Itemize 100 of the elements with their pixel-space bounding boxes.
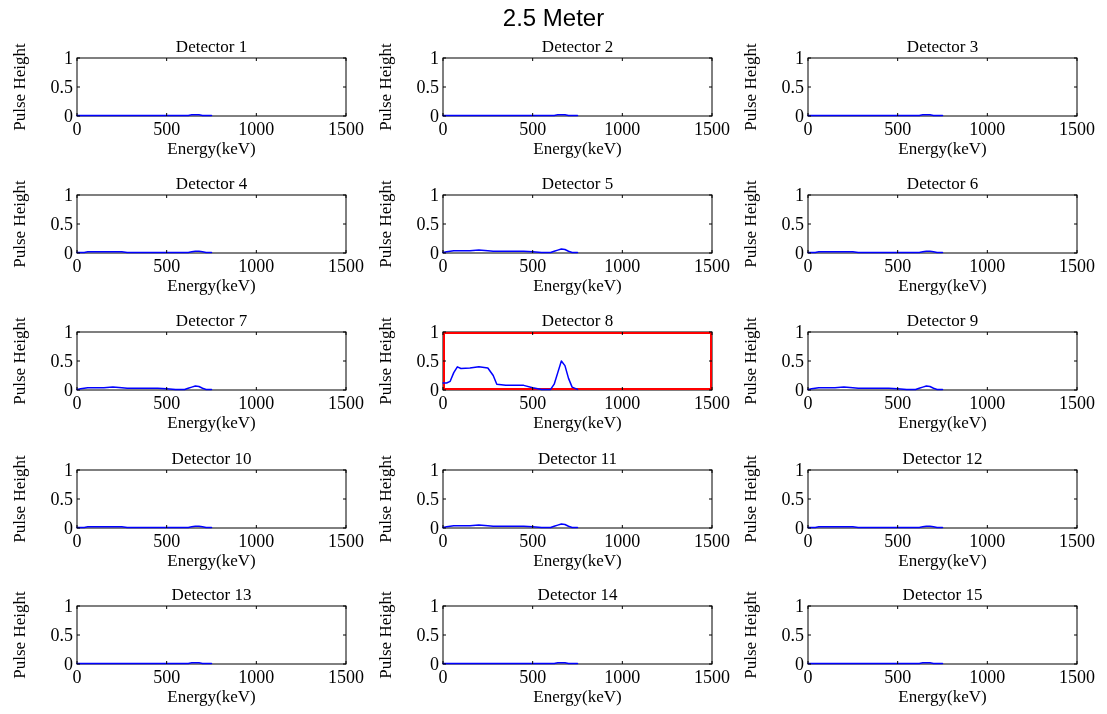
x-axis-title: Energy(keV)	[167, 551, 256, 570]
x-tick-label: 1500	[328, 393, 364, 413]
x-tick-label: 500	[153, 531, 181, 551]
x-axis-title: Energy(keV)	[898, 276, 987, 295]
x-tick-label: 1000	[604, 393, 641, 413]
y-tick-label: 0	[64, 654, 73, 674]
text: 2.5 Meter	[502, 4, 605, 31]
y-axis-title: Pulse Height	[741, 591, 760, 679]
y-tick-label: 1	[64, 460, 73, 480]
y-axis-title: Pulse Height	[376, 180, 395, 268]
y-tick-label: 1	[795, 185, 804, 205]
chart-title: Detector 9	[906, 311, 979, 330]
x-axis-title: Energy(keV)	[533, 687, 622, 706]
x-tick-label: 500	[884, 393, 912, 413]
y-axis-title: Pulse Height	[376, 591, 395, 679]
x-tick-label: 1000	[969, 667, 1006, 687]
y-tick-label: 0.5	[781, 351, 804, 371]
chart-title: Detector 5	[541, 174, 614, 193]
y-axis-title: Pulse Height	[741, 43, 760, 131]
x-tick-label: 1500	[1059, 393, 1095, 413]
y-axis-title: Pulse Height	[10, 591, 29, 679]
x-axis-title: Energy(keV)	[533, 551, 622, 570]
chart-title: Detector 2	[541, 37, 614, 56]
y-tick-label: 0	[795, 380, 804, 400]
x-axis-title: Energy(keV)	[533, 413, 622, 432]
y-tick-label: 1	[430, 48, 439, 68]
x-tick-label: 1500	[694, 256, 730, 276]
y-tick-label: 0	[795, 243, 804, 263]
x-tick-label: 1500	[694, 393, 730, 413]
x-tick-label: 1500	[328, 531, 364, 551]
y-tick-label: 1	[795, 460, 804, 480]
y-tick-label: 0	[64, 380, 73, 400]
x-axis-title: Energy(keV)	[898, 687, 987, 706]
y-tick-label: 1	[430, 185, 439, 205]
y-axis-title: Pulse Height	[741, 455, 760, 543]
x-axis-title: Energy(keV)	[898, 139, 987, 158]
x-tick-label: 1500	[694, 531, 730, 551]
y-tick-label: 0.5	[50, 77, 73, 97]
x-tick-label: 1000	[238, 393, 275, 413]
chart-title: Detector 15	[902, 585, 983, 604]
y-tick-label: 0.5	[781, 214, 804, 234]
y-axis-title: Pulse Height	[376, 317, 395, 405]
y-tick-label: 0	[430, 243, 439, 263]
x-tick-label: 500	[519, 256, 547, 276]
y-tick-label: 1	[64, 185, 73, 205]
y-tick-label: 1	[795, 48, 804, 68]
x-tick-label: 500	[884, 256, 912, 276]
y-tick-label: 0.5	[50, 351, 73, 371]
chart-title: Detector 12	[902, 449, 983, 468]
y-tick-label: 0.5	[781, 489, 804, 509]
y-tick-label: 0.5	[416, 489, 439, 509]
y-axis-title: Pulse Height	[10, 180, 29, 268]
x-tick-label: 1500	[328, 667, 364, 687]
y-tick-label: 0.5	[416, 625, 439, 645]
x-tick-label: 1500	[1059, 119, 1095, 139]
x-tick-label: 500	[153, 119, 181, 139]
x-tick-label: 1000	[604, 119, 641, 139]
x-tick-label: 500	[153, 393, 181, 413]
y-axis-title: Pulse Height	[10, 43, 29, 131]
y-tick-label: 0	[430, 380, 439, 400]
chart-title: Detector 11	[537, 449, 618, 468]
x-axis-title: Energy(keV)	[898, 413, 987, 432]
y-tick-label: 0	[64, 518, 73, 538]
chart-title: Detector 13	[171, 585, 252, 604]
y-axis-title: Pulse Height	[10, 317, 29, 405]
y-tick-label: 0	[430, 518, 439, 538]
x-axis-title: Energy(keV)	[167, 276, 256, 295]
y-tick-label: 1	[430, 460, 439, 480]
x-tick-label: 500	[884, 531, 912, 551]
x-tick-label: 500	[153, 667, 181, 687]
y-tick-label: 1	[795, 322, 804, 342]
y-tick-label: 0	[795, 518, 804, 538]
x-tick-label: 500	[519, 531, 547, 551]
x-tick-label: 1000	[238, 667, 275, 687]
chart-title: Detector 3	[906, 37, 979, 56]
chart-title: Detector 4	[175, 174, 248, 193]
x-tick-label: 1500	[328, 119, 364, 139]
y-tick-label: 1	[795, 596, 804, 616]
y-tick-label: 0	[64, 243, 73, 263]
x-tick-label: 1000	[969, 119, 1006, 139]
y-axis-title: Pulse Height	[376, 455, 395, 543]
x-axis-title: Energy(keV)	[898, 551, 987, 570]
line-series	[442, 360, 579, 391]
chart-title: Detector 14	[537, 585, 618, 604]
y-tick-label: 0.5	[781, 625, 804, 645]
y-tick-label: 0	[430, 654, 439, 674]
y-tick-label: 1	[64, 322, 73, 342]
y-tick-label: 1	[430, 596, 439, 616]
x-tick-label: 1000	[969, 256, 1006, 276]
y-tick-label: 0	[795, 654, 804, 674]
x-axis-title: Energy(keV)	[167, 139, 256, 158]
x-tick-label: 1000	[238, 256, 275, 276]
x-tick-label: 1000	[604, 667, 641, 687]
y-axis-title: Pulse Height	[10, 455, 29, 543]
x-axis-title: Energy(keV)	[167, 413, 256, 432]
chart-title: Detector 6	[906, 174, 979, 193]
x-tick-label: 1500	[1059, 531, 1095, 551]
y-tick-label: 0.5	[50, 489, 73, 509]
x-tick-label: 500	[884, 119, 912, 139]
y-tick-label: 0.5	[416, 214, 439, 234]
